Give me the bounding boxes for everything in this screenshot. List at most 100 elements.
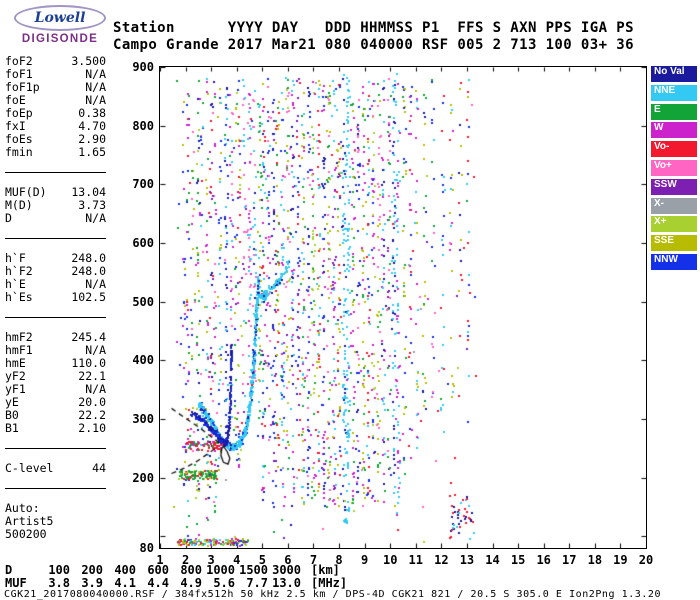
param-row: foF1p N/A (5, 81, 106, 94)
param-value: 248.0 (71, 264, 106, 278)
param-row: h`F2 248.0 (5, 265, 106, 278)
param-value: 2.10 (78, 421, 106, 435)
param-label: foEp (5, 106, 33, 120)
muf-value: 600 (147, 563, 169, 577)
muf-value: 800 (180, 563, 202, 577)
muf-row-label: MUF (5, 576, 27, 590)
y-tick-label: 500 (132, 294, 154, 309)
separator (5, 488, 106, 489)
param-value: 13.04 (71, 185, 106, 199)
x-tick-label: 16 (536, 553, 551, 567)
legend-item-x-neg: X- (651, 197, 697, 214)
param-row: h`Es 102.5 (5, 291, 106, 304)
param-label: foF2 (5, 54, 33, 68)
auto-value: 500200 (5, 527, 47, 541)
x-tick-label: 14 (485, 553, 500, 567)
d-muf-table: D 100 200 400 600 800 1000 1500 3000 [km] MUF 3.8 3.… (5, 564, 347, 590)
separator (5, 238, 106, 239)
header-station-values: Campo Grande 2017 Mar21 080 040000 RSF 0… (113, 37, 634, 53)
param-label: hmE (5, 356, 26, 370)
y-tick-label: 900 (132, 60, 154, 74)
param-value: N/A (85, 277, 106, 291)
muf-value: 400 (114, 563, 136, 577)
logo: Lowell DIGISONDE (9, 5, 111, 45)
legend-item-no-val: No Val (651, 66, 697, 82)
y-tick-label: 400 (132, 353, 154, 368)
param-value: 0.38 (78, 106, 106, 120)
lowell-logo-oval: Lowell (14, 5, 106, 31)
param-label: yF2 (5, 369, 26, 383)
param-row: M(D) 3.73 (5, 199, 106, 212)
y-tick-label: 80 (139, 541, 154, 555)
param-label: M(D) (5, 198, 33, 212)
separator (5, 172, 106, 173)
param-label: yF1 (5, 382, 26, 396)
param-value: N/A (85, 343, 106, 357)
param-value: 248.0 (71, 251, 106, 265)
param-row: foF2 3.500 (5, 55, 106, 68)
muf-value: 3.8 (48, 576, 70, 590)
x-tick-label: 17 (562, 553, 577, 567)
muf-value: 7.7 (246, 576, 268, 590)
separator (5, 317, 106, 318)
param-label: C-level (5, 461, 54, 475)
param-value: N/A (85, 93, 106, 107)
param-row: hmF2 245.4 (5, 331, 106, 344)
legend-item-vo-neg: Vo- (651, 141, 697, 158)
param-row: fxI 4.70 (5, 120, 106, 133)
muf-value: 5.6 (213, 576, 235, 590)
param-label: B1 (5, 421, 19, 435)
muf-unit: [km] (311, 563, 340, 577)
muf-unit: [MHz] (311, 576, 348, 590)
legend-item-ssw: SSW (651, 178, 697, 195)
legend-item-nne: NNE (651, 84, 697, 101)
x-tick-label: 18 (587, 553, 603, 567)
param-value: 22.2 (78, 408, 106, 422)
param-label: h`F (5, 251, 26, 265)
param-value: 3.500 (71, 54, 106, 68)
muf-table-row: D 100 200 400 600 800 1000 1500 3000 [km] (5, 564, 347, 577)
param-row: hmE 110.0 (5, 357, 106, 370)
muf-value: 100 (48, 563, 70, 577)
param-value: 3.73 (78, 198, 106, 212)
x-tick-label: 15 (510, 553, 526, 567)
param-row: hmF1 N/A (5, 344, 106, 357)
param-label: foF1p (5, 80, 40, 94)
legend-item-e: E (651, 103, 697, 120)
legend-item-w: W (651, 122, 697, 139)
auto-value: Artist5 (5, 514, 54, 528)
param-label: foF1 (5, 67, 33, 81)
x-tick-label: 20 (638, 553, 654, 567)
param-value: 1.65 (78, 145, 106, 159)
y-tick-label: 300 (132, 411, 154, 426)
param-value: 245.4 (71, 330, 106, 344)
muf-value: 3000 (272, 563, 301, 577)
param-row: yF1 N/A (5, 383, 106, 396)
param-label: h`E (5, 277, 26, 291)
x-tick-label: 11 (408, 553, 423, 567)
param-row: h`F 248.0 (5, 252, 106, 265)
muf-row-label: D (5, 563, 13, 577)
param-label: D (5, 211, 12, 225)
auto-label: Auto: (5, 501, 40, 515)
x-tick-label: 13 (459, 553, 475, 567)
param-value: 102.5 (71, 290, 106, 304)
param-value: 44 (92, 461, 106, 475)
param-row: B1 2.10 (5, 422, 106, 435)
ionogram-plot-frame (159, 66, 647, 549)
param-label: MUF(D) (5, 185, 47, 199)
x-tick-label: 9 (361, 553, 369, 567)
param-value: N/A (85, 67, 106, 81)
muf-value: 13.0 (272, 576, 301, 590)
y-tick-label: 700 (132, 177, 154, 192)
param-row: foF1 N/A (5, 68, 106, 81)
param-row: D N/A (5, 212, 106, 225)
param-value: 22.1 (78, 369, 106, 383)
muf-value: 1000 (206, 563, 235, 577)
param-row: yF2 22.1 (5, 370, 106, 383)
header-column-names: Station YYYY DAY DDD HHMMSS P1 FFS S AXN… (113, 20, 634, 36)
param-row: B0 22.2 (5, 409, 106, 422)
param-row: foE N/A (5, 94, 106, 107)
param-value: 110.0 (71, 356, 106, 370)
parameter-panel: foF2 3.500 foF1 N/A foF1p N/A foE N/A foEp 0.38 fx… (5, 55, 106, 541)
